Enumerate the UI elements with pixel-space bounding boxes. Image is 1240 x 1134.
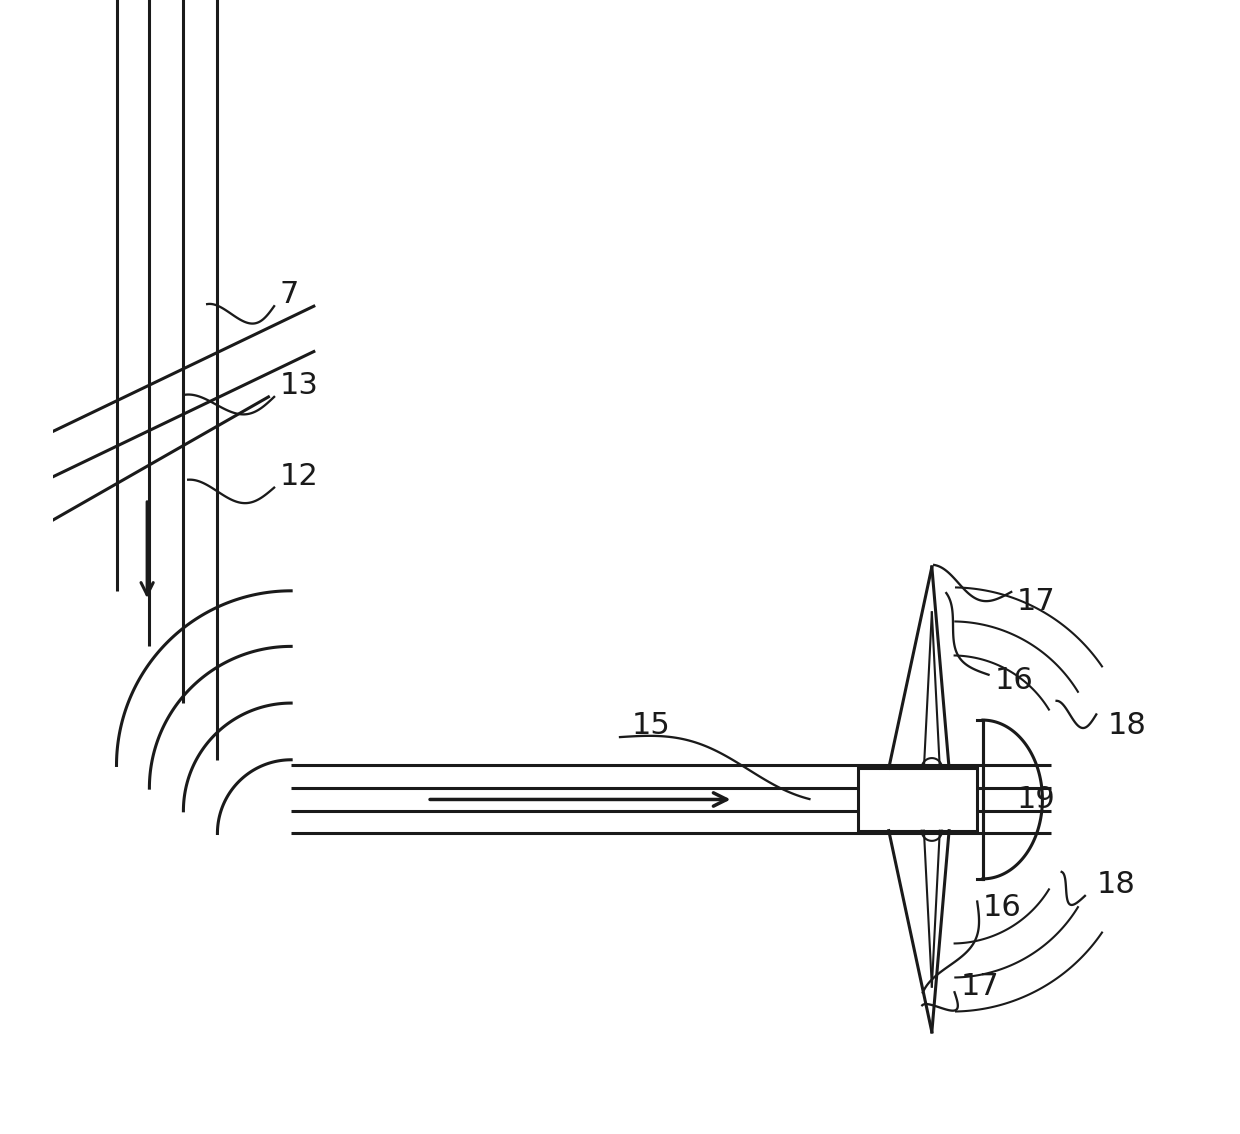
Text: 17: 17: [960, 972, 999, 1001]
Text: 18: 18: [1096, 870, 1135, 899]
Text: 15: 15: [631, 711, 670, 741]
Text: 16: 16: [983, 892, 1022, 922]
Text: 12: 12: [280, 462, 319, 491]
Text: 17: 17: [1017, 586, 1055, 616]
Bar: [858, 769, 977, 830]
Text: 16: 16: [994, 666, 1033, 695]
Text: 19: 19: [1017, 785, 1055, 814]
Text: 13: 13: [280, 371, 319, 400]
Text: 7: 7: [280, 280, 299, 310]
Text: 18: 18: [1107, 711, 1147, 741]
